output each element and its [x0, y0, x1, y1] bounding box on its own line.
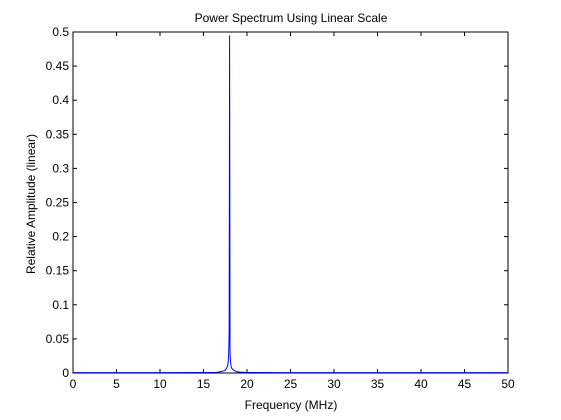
spectrum-line — [73, 35, 508, 374]
x-axis-label: Frequency (MHz) — [245, 398, 338, 412]
y-tick-label: 0.4 — [52, 93, 69, 107]
y-tick-label: 0.25 — [46, 196, 70, 210]
plot-area: 0 5 10 15 20 25 30 35 40 45 50 0 0.05 0.1 0.15 0.2 0.25 0… — [46, 25, 515, 391]
y-tick-label: 0.15 — [46, 264, 70, 278]
x-tick-label: 30 — [327, 377, 341, 391]
y-tick-label: 0.3 — [52, 161, 69, 175]
x-tick-label: 10 — [153, 377, 167, 391]
x-tick-label: 25 — [284, 377, 298, 391]
chart-title: Power Spectrum Using Linear Scale — [195, 11, 388, 25]
x-tick-label: 5 — [113, 377, 120, 391]
x-tick-label: 15 — [197, 377, 211, 391]
y-tick-label: 0.1 — [52, 298, 69, 312]
x-tick-label: 20 — [240, 377, 254, 391]
x-tick-label: 45 — [458, 377, 472, 391]
x-tick-label: 50 — [501, 377, 515, 391]
y-axis-label: Relative Amplitude (linear) — [24, 134, 38, 274]
x-tick-label: 40 — [414, 377, 428, 391]
y-tick-label: 0 — [62, 366, 69, 380]
y-tick-label: 0.2 — [52, 230, 69, 244]
y-tick-label: 0.05 — [46, 332, 70, 346]
y-tick-label: 0.5 — [52, 25, 69, 39]
y-tick-label: 0.35 — [46, 127, 70, 141]
x-tick-label: 0 — [70, 377, 77, 391]
x-tick-label: 35 — [371, 377, 385, 391]
y-tick-label: 0.45 — [46, 59, 70, 73]
